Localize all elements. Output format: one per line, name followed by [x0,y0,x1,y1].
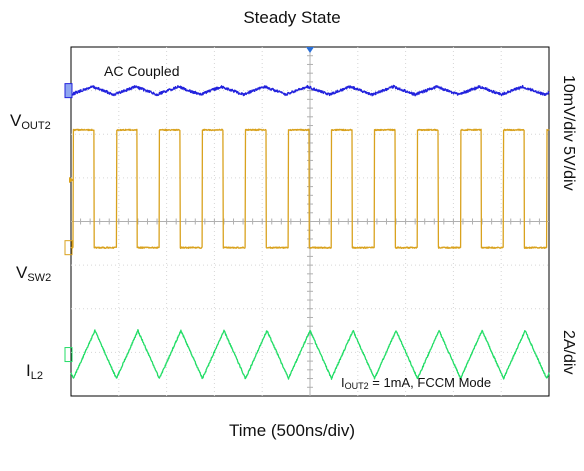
trigger-level-marker [69,177,74,184]
channel-marker-sw2 [64,240,73,256]
x-axis-label: Time (500ns/div) [229,421,355,440]
scale-label-bottom: 2A/div [560,330,577,375]
condition-annotation: IOUT2 = 1mA, FCCM Mode [341,375,492,391]
channel-marker-out2 [64,83,73,99]
channel-label-vout2: VOUT2 [10,111,51,132]
channel-label-il2: IL2 [26,361,43,382]
channel-marker-l2 [64,347,73,363]
coupling-annotation: AC Coupled [104,63,180,79]
scale-label-top: 10mV/div 5V/div [560,75,577,191]
trace-l2 [70,329,550,380]
trigger-marker [306,47,314,53]
trace-sw2 [70,128,550,249]
trace-out2 [70,84,550,97]
chart-title: Steady State [243,8,341,27]
channel-label-vsw2: VSW2 [16,263,52,284]
